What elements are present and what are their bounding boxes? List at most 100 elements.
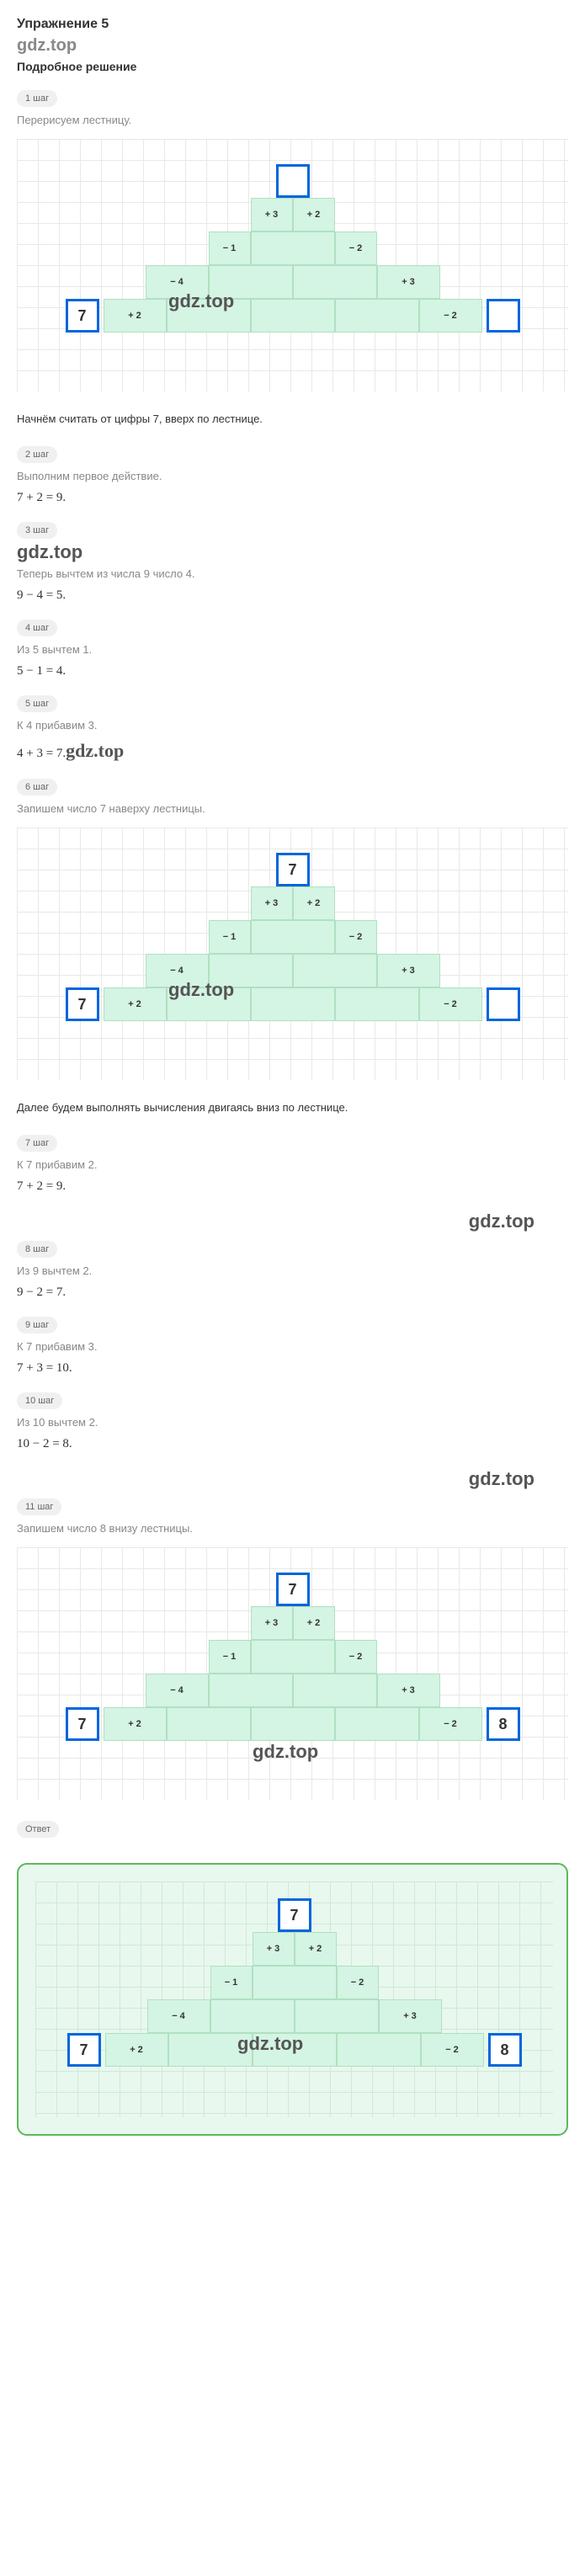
equation: 7 + 2 = 9. bbox=[17, 491, 568, 505]
left-box: 7 bbox=[66, 987, 99, 1021]
stair-cell: − 2 bbox=[337, 1966, 379, 1999]
stair-cell: − 4 bbox=[146, 1674, 209, 1707]
stair-cell bbox=[251, 1707, 335, 1741]
staircase-diagram-2: gdz.top 7 + 3 + 2 − 1 − 2 − 4 + 3 bbox=[17, 828, 568, 1080]
step-block: 6 шаг Запишем число 7 наверху лестницы. bbox=[17, 779, 568, 815]
left-box: 7 bbox=[66, 299, 99, 333]
right-box bbox=[487, 987, 520, 1021]
step-text: Запишем число 7 наверху лестницы. bbox=[17, 802, 568, 815]
watermark-overlay: gdz.top bbox=[66, 740, 124, 761]
step-block: 9 шаг К 7 прибавим 3. 7 + 3 = 10. bbox=[17, 1317, 568, 1376]
stair-cell: + 2 bbox=[293, 886, 335, 920]
top-box: 7 bbox=[276, 853, 310, 886]
stair-cell bbox=[251, 232, 335, 265]
step-badge: 1 шаг bbox=[17, 90, 57, 107]
stair-cell: + 3 bbox=[377, 1674, 440, 1707]
step-block: 8 шаг Из 9 вычтем 2. 9 − 2 = 7. bbox=[17, 1241, 568, 1300]
stair-cell: − 2 bbox=[419, 987, 482, 1021]
step-text: Запишем число 8 внизу лестницы. bbox=[17, 1522, 568, 1535]
stair-cell: − 4 bbox=[147, 1999, 210, 2033]
stair-cell: + 3 bbox=[377, 265, 440, 299]
right-box: 8 bbox=[487, 1707, 520, 1741]
stair-cell: + 3 bbox=[251, 1606, 293, 1640]
stair-cell: − 1 bbox=[210, 1966, 253, 1999]
stair-cell: + 3 bbox=[379, 1999, 442, 2033]
stair-container: + 3 + 2 − 1 − 2 − 4 + 3 7 + 2 bbox=[61, 164, 524, 333]
stair-cell: − 2 bbox=[419, 299, 482, 333]
watermark-top: gdz.top bbox=[17, 36, 568, 56]
step-badge: 7 шаг bbox=[17, 1135, 57, 1152]
step-badge: 6 шаг bbox=[17, 779, 57, 796]
page-title: Упражнение 5 bbox=[17, 17, 568, 32]
step-badge: 10 шаг bbox=[17, 1392, 62, 1409]
left-box: 7 bbox=[66, 1707, 99, 1741]
step-text: Выполним первое действие. bbox=[17, 470, 568, 482]
stair-cell bbox=[167, 1707, 251, 1741]
step-badge: 2 шаг bbox=[17, 446, 57, 463]
watermark-overlay: gdz.top bbox=[17, 541, 82, 562]
answer-section: gdz.top 7 + 3 + 2 − 1 − 2 − 4 bbox=[17, 1863, 568, 2136]
step-badge: 3 шаг bbox=[17, 522, 57, 539]
step-block: 5 шаг К 4 прибавим 3. 4 + 3 = 7.gdz.top bbox=[17, 695, 568, 762]
stair-cell: − 1 bbox=[209, 920, 251, 954]
step-block: 11 шаг Запишем число 8 внизу лестницы. bbox=[17, 1498, 568, 1535]
stair-cell bbox=[295, 1999, 379, 2033]
step-block: 4 шаг Из 5 вычтем 1. 5 − 1 = 4. bbox=[17, 620, 568, 679]
watermark-overlay: gdz.top bbox=[253, 1741, 318, 1763]
stair-cell bbox=[335, 299, 419, 333]
stair-cell bbox=[251, 987, 335, 1021]
staircase-diagram-1: gdz.top + 3 + 2 − 1 − 2 − 4 + 3 bbox=[17, 139, 568, 391]
intertext: Начнём считать от цифры 7, вверх по лест… bbox=[17, 412, 568, 425]
watermark-right: gdz.top bbox=[17, 1468, 568, 1490]
stair-cell bbox=[251, 299, 335, 333]
stair-cell: + 2 bbox=[104, 299, 167, 333]
watermark-overlay: gdz.top bbox=[237, 2033, 303, 2055]
step-text: К 7 прибавим 3. bbox=[17, 1340, 568, 1353]
eq-text: 4 + 3 = 7. bbox=[17, 747, 66, 760]
equation: 4 + 3 = 7.gdz.top bbox=[17, 740, 568, 762]
right-box bbox=[487, 299, 520, 333]
step-text: К 7 прибавим 2. bbox=[17, 1158, 568, 1171]
equation: 9 − 4 = 5. bbox=[17, 588, 568, 603]
step-text: Из 9 вычтем 2. bbox=[17, 1264, 568, 1277]
stair-cell bbox=[209, 1674, 293, 1707]
step-text: Теперь вычтем из числа 9 число 4. bbox=[17, 567, 568, 580]
stair-cell: + 2 bbox=[104, 1707, 167, 1741]
intertext: Далее будем выполнять вычисления двигаяс… bbox=[17, 1101, 568, 1114]
step-block: 2 шаг Выполним первое действие. 7 + 2 = … bbox=[17, 446, 568, 505]
equation: 7 + 3 = 10. bbox=[17, 1361, 568, 1376]
step-badge: 9 шаг bbox=[17, 1317, 57, 1333]
step-block: 7 шаг К 7 прибавим 2. 7 + 2 = 9. bbox=[17, 1135, 568, 1194]
staircase-diagram-answer: gdz.top 7 + 3 + 2 − 1 − 2 − 4 bbox=[35, 1881, 553, 2117]
stair-cell: + 2 bbox=[293, 198, 335, 232]
left-box: 7 bbox=[67, 2033, 101, 2067]
stair-cell bbox=[337, 2033, 421, 2067]
staircase-diagram-3: gdz.top 7 + 3 + 2 − 1 − 2 − 4 + 3 bbox=[17, 1547, 568, 1800]
right-box: 8 bbox=[488, 2033, 522, 2067]
stair-cell: − 2 bbox=[421, 2033, 484, 2067]
step-text: Из 10 вычтем 2. bbox=[17, 1416, 568, 1429]
equation: 7 + 2 = 9. bbox=[17, 1179, 568, 1194]
stair-cell: − 2 bbox=[335, 1640, 377, 1674]
step-text: Из 5 вычтем 1. bbox=[17, 643, 568, 656]
equation: 9 − 2 = 7. bbox=[17, 1285, 568, 1300]
stair-cell: + 3 bbox=[251, 886, 293, 920]
stair-cell: + 2 bbox=[104, 987, 167, 1021]
stair-cell: − 2 bbox=[419, 1707, 482, 1741]
stair-cell: − 1 bbox=[209, 232, 251, 265]
stair-cell: − 1 bbox=[209, 1640, 251, 1674]
step-block: 3 шаг gdz.top Теперь вычтем из числа 9 ч… bbox=[17, 522, 568, 603]
stair-cell: + 2 bbox=[295, 1932, 337, 1966]
stair-container: 7 + 3 + 2 − 1 − 2 − 4 + 3 7 bbox=[61, 853, 524, 1021]
watermark-overlay: gdz.top bbox=[168, 290, 234, 312]
step-text: К 4 прибавим 3. bbox=[17, 719, 568, 732]
top-box bbox=[276, 164, 310, 198]
stair-cell: + 2 bbox=[105, 2033, 168, 2067]
equation: 5 − 1 = 4. bbox=[17, 664, 568, 679]
answer-badge: Ответ bbox=[17, 1821, 59, 1838]
step-text: Перерисуем лестницу. bbox=[17, 114, 568, 126]
stair-cell: + 3 bbox=[251, 198, 293, 232]
watermark-overlay: gdz.top bbox=[168, 979, 234, 1001]
stair-cell bbox=[251, 1640, 335, 1674]
step-block: 1 шаг Перерисуем лестницу. bbox=[17, 90, 568, 126]
